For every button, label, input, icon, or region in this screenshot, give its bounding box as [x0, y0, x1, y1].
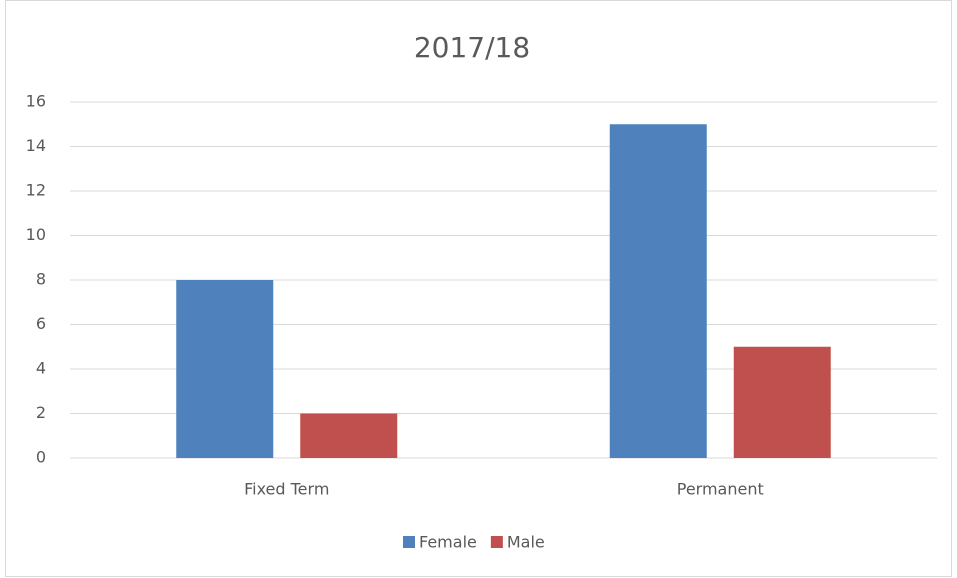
bar — [733, 346, 831, 458]
y-tick-label: 6 — [36, 314, 46, 333]
legend-swatch — [403, 536, 415, 548]
legend-swatch — [490, 536, 503, 548]
bar — [300, 413, 398, 458]
y-tick-label: 0 — [36, 448, 46, 467]
y-tick-label: 8 — [36, 270, 46, 289]
legend-label: Female — [419, 533, 477, 552]
x-tick-label: Permanent — [677, 480, 764, 499]
legend-label: Male — [507, 533, 545, 552]
y-tick-label: 16 — [26, 92, 46, 111]
bar — [609, 124, 707, 458]
y-tick-label: 2 — [36, 403, 46, 422]
chart-border — [5, 0, 952, 577]
y-tick-label: 10 — [26, 225, 46, 244]
y-tick-label: 12 — [26, 181, 46, 200]
x-tick-label: Fixed Term — [244, 480, 329, 499]
bar — [176, 280, 274, 458]
y-tick-label: 14 — [26, 136, 46, 155]
chart-title: 2017/18 — [414, 31, 530, 64]
y-tick-label: 4 — [36, 359, 46, 378]
